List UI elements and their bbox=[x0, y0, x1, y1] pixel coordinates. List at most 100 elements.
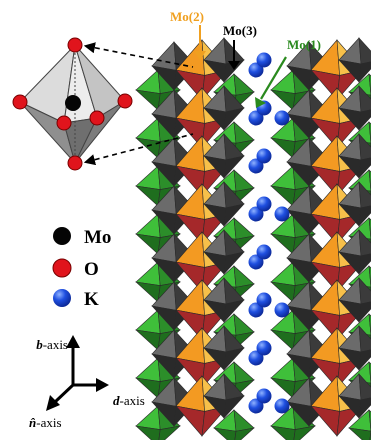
mo1-octahedron-face bbox=[270, 261, 296, 286]
mo3-octahedron-face bbox=[358, 253, 371, 275]
mo3-octahedron-face bbox=[358, 157, 371, 179]
k-ion bbox=[248, 158, 264, 174]
legend-mo-marker bbox=[53, 227, 71, 245]
b-axis-label: b-axis bbox=[36, 337, 68, 352]
d-axis-label: d-axis bbox=[113, 393, 145, 408]
mo1-octahedron-face bbox=[135, 357, 161, 382]
k-ion bbox=[274, 206, 290, 222]
o-atom bbox=[67, 155, 83, 171]
n-axis-label: n̂-axis bbox=[29, 415, 62, 430]
o-atom bbox=[12, 94, 28, 110]
mo3-octahedron-face bbox=[223, 203, 245, 227]
mo3-octahedron-face bbox=[223, 107, 245, 131]
mo1-octahedron-face bbox=[233, 73, 255, 96]
k-ion bbox=[256, 292, 272, 308]
k-ion bbox=[256, 340, 272, 356]
k-ion bbox=[274, 302, 290, 318]
mo1-octahedron-face bbox=[135, 405, 161, 430]
mo3-octahedron-face bbox=[223, 347, 245, 371]
mo3-octahedron-face bbox=[358, 301, 371, 323]
k-ion bbox=[248, 206, 264, 222]
mo1-octahedron-face bbox=[135, 89, 161, 111]
mo1-octahedron-face bbox=[158, 425, 181, 440]
k-ion bbox=[256, 244, 272, 260]
k-ion bbox=[274, 398, 290, 414]
mo1-octahedron-face bbox=[135, 117, 161, 142]
legend-mo-label: Mo bbox=[84, 227, 111, 248]
mo1-octahedron-face bbox=[233, 217, 255, 240]
mo1-octahedron-face bbox=[270, 185, 296, 207]
mo3-label: Mo(3) bbox=[223, 23, 257, 38]
mo1-octahedron-face bbox=[270, 89, 296, 111]
dashed-connector-top bbox=[83, 42, 194, 68]
o-atom bbox=[56, 115, 72, 131]
mo1-octahedron-face bbox=[135, 185, 161, 207]
legend-o-marker bbox=[52, 258, 72, 278]
mo3-octahedron-face bbox=[223, 155, 245, 179]
octahedron-inset bbox=[12, 37, 133, 171]
mo3-octahedron-face bbox=[151, 41, 177, 71]
mo1-octahedron-face bbox=[135, 233, 161, 255]
mo1-octahedron-face bbox=[233, 361, 255, 384]
dashed-connector-bottom bbox=[83, 133, 194, 166]
mo2-label: Mo(2) bbox=[170, 9, 204, 24]
mo1-octahedron-face bbox=[270, 69, 296, 94]
mo1-octahedron-face bbox=[135, 165, 161, 190]
mo1-octahedron-face bbox=[135, 281, 161, 303]
mo3-octahedron-face bbox=[223, 251, 245, 275]
legend-k-label: K bbox=[84, 289, 99, 310]
mo3-arrow-head bbox=[228, 61, 240, 70]
octahedron-face-bottom-back bbox=[74, 100, 126, 164]
k-ion bbox=[248, 254, 264, 270]
mo1-octahedron-face bbox=[293, 425, 316, 440]
k-ion bbox=[256, 388, 272, 404]
mo-atom bbox=[65, 95, 81, 111]
mo1-octahedron-face bbox=[234, 427, 255, 440]
k-ion bbox=[256, 52, 272, 68]
mo1-octahedron-face bbox=[233, 169, 255, 192]
mo3-octahedron-face bbox=[358, 37, 371, 65]
mo1-octahedron-face bbox=[270, 377, 296, 399]
mo1-octahedron-face bbox=[270, 329, 296, 351]
k-ion bbox=[248, 110, 264, 126]
mo1-octahedron-face bbox=[233, 313, 255, 336]
mo1-octahedron-face bbox=[135, 261, 161, 286]
mo3-octahedron-face bbox=[358, 205, 371, 227]
mo3-octahedron-face bbox=[223, 395, 245, 419]
mo1-octahedron-face bbox=[135, 213, 161, 238]
mo1-octahedron-face bbox=[270, 165, 296, 190]
legend-o-label: O bbox=[84, 259, 99, 280]
potassium-ions bbox=[248, 52, 290, 414]
k-ion bbox=[248, 398, 264, 414]
mo1-octahedron-face bbox=[135, 309, 161, 334]
mo1-octahedron-face bbox=[270, 281, 296, 303]
mo2-octahedron-face bbox=[175, 405, 205, 437]
mo1-octahedron-face bbox=[233, 409, 255, 432]
mo3-octahedron-face bbox=[358, 61, 371, 83]
o-atom bbox=[89, 110, 105, 126]
legend-k-marker bbox=[53, 289, 71, 307]
mo3-octahedron-face bbox=[358, 109, 371, 131]
o-atom bbox=[67, 37, 83, 53]
mo1-octahedron-face bbox=[270, 137, 296, 159]
mo1-octahedron-face bbox=[135, 69, 161, 94]
axes-indicator: b-axis d-axis n̂-axis bbox=[29, 335, 145, 430]
mo1-arrow bbox=[260, 56, 287, 100]
k-ion bbox=[274, 110, 290, 126]
mo3-octahedron-face bbox=[358, 397, 371, 419]
mo3-octahedron-face bbox=[223, 299, 245, 323]
k-ion bbox=[248, 62, 264, 78]
k-ion bbox=[248, 302, 264, 318]
k-ion bbox=[256, 196, 272, 212]
mo1-octahedron-face bbox=[233, 121, 255, 144]
mo3-octahedron-face bbox=[358, 349, 371, 371]
octahedra-chains bbox=[135, 37, 371, 440]
mo1-octahedron-face bbox=[270, 357, 296, 382]
o-atom bbox=[117, 93, 133, 109]
k-ion bbox=[248, 350, 264, 366]
legend: Mo O K bbox=[52, 227, 111, 310]
mo1-arrow-head bbox=[255, 97, 266, 108]
mo1-octahedron-face bbox=[270, 233, 296, 255]
mo2-octahedron-face bbox=[310, 405, 340, 437]
mo1-octahedron-face bbox=[233, 265, 255, 288]
